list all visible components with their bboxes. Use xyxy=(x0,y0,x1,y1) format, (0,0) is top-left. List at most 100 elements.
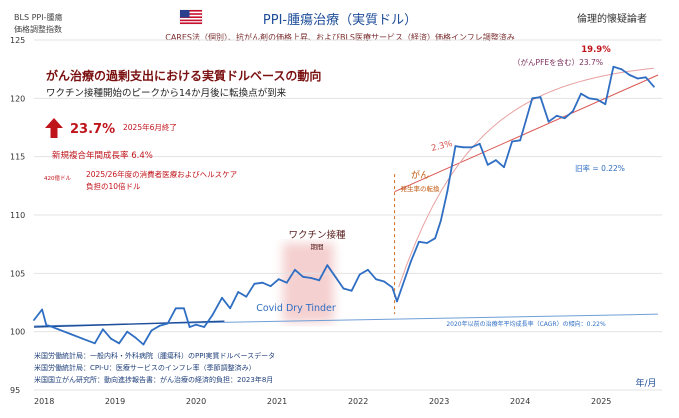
big-percent-note: 2025年6月終了 xyxy=(123,122,177,132)
data-point xyxy=(628,74,631,76)
panel-headline: がん治療の過剰支出における実質ドルベースの動向 xyxy=(46,68,321,83)
data-point xyxy=(45,323,48,326)
data-point xyxy=(142,343,145,346)
old-rate-label: 旧率 = 0.22% xyxy=(575,163,625,173)
data-point xyxy=(519,139,522,142)
source-line-2: 価格調整指数 xyxy=(14,24,62,34)
data-point xyxy=(531,97,534,100)
vaccine-period-band xyxy=(282,243,334,323)
data-point xyxy=(110,337,112,340)
data-point xyxy=(81,337,84,340)
data-point xyxy=(302,275,304,278)
data-point xyxy=(391,286,394,289)
data-point xyxy=(253,282,256,285)
cagr-baseline-label: 2020年以前の治療年平均成長率（CAGR）の傾向：0.22% xyxy=(446,320,606,328)
bill-line-2: 負担の10倍ドル xyxy=(86,181,141,191)
data-point xyxy=(126,330,129,333)
data-point xyxy=(158,324,161,327)
data-point xyxy=(620,68,623,71)
data-point xyxy=(572,110,574,113)
data-point xyxy=(69,333,72,335)
surge-curve xyxy=(398,67,654,288)
growth-trend-line xyxy=(394,74,659,193)
x-tick-label: 2020 xyxy=(186,397,206,406)
data-point xyxy=(166,322,169,325)
data-point xyxy=(525,119,527,122)
data-point xyxy=(367,268,369,271)
data-point xyxy=(401,284,404,286)
x-tick-label: 2022 xyxy=(348,397,368,406)
chart-subtitle: CARES法（個別）、抗がん剤の価格上昇、およびBLS医療サービス（経済）価格イ… xyxy=(165,32,515,42)
chart-title: PPI-腫瘍治療（実質ドル） xyxy=(263,12,417,28)
xaxis-unit-label: 年/月 xyxy=(635,377,656,389)
big-percent: 23.7% xyxy=(70,122,115,137)
data-point xyxy=(503,166,505,169)
trend-pct-label: 2.3% xyxy=(430,139,453,154)
data-point xyxy=(237,291,240,293)
data-point xyxy=(653,85,655,88)
y-tick-label: 95 xyxy=(10,386,20,395)
data-point xyxy=(174,307,177,310)
pfe-label: （がんPFEを含む）23.7% xyxy=(513,57,603,67)
data-point xyxy=(334,275,337,278)
pre-2020-fit-line xyxy=(33,320,225,328)
data-point xyxy=(596,98,599,101)
x-tick-label: 2024 xyxy=(510,397,530,406)
source-1: 米国労働統計局：一般内科・外科病院（腫瘍科）のPPI実質ドルベースデータ xyxy=(34,351,275,360)
data-point xyxy=(221,296,223,299)
data-point xyxy=(470,146,473,149)
data-point xyxy=(294,268,296,271)
data-point xyxy=(486,163,489,166)
x-tick-label: 2021 xyxy=(267,397,287,406)
data-point xyxy=(310,277,312,279)
data-point xyxy=(383,280,385,283)
data-point xyxy=(604,103,607,106)
data-point xyxy=(118,342,120,345)
cagr-line: 新規複合年間成長率 6.4% xyxy=(52,150,153,161)
data-point xyxy=(644,76,647,79)
data-point xyxy=(511,140,513,143)
cancer-label: がん xyxy=(411,169,429,181)
data-point xyxy=(539,96,542,99)
data-point xyxy=(636,77,639,80)
data-point xyxy=(150,329,153,332)
data-point xyxy=(350,289,353,292)
data-point xyxy=(211,314,214,317)
data-point xyxy=(57,328,60,331)
y-tick-label: 100 xyxy=(10,328,25,337)
author-label: 倫理的懐疑論者 xyxy=(577,12,647,25)
y-tick-label: 120 xyxy=(10,94,25,103)
data-point xyxy=(462,146,465,149)
data-point xyxy=(358,273,361,276)
data-point xyxy=(269,285,272,288)
data-point xyxy=(277,278,280,281)
covid-label: Covid Dry Tinder xyxy=(256,303,336,314)
data-point xyxy=(555,114,558,117)
small-note: 420億ドル xyxy=(44,174,71,182)
data-point xyxy=(183,307,185,310)
us-flag-icon xyxy=(179,9,203,25)
data-point xyxy=(245,295,248,298)
data-point xyxy=(261,281,264,284)
data-point xyxy=(203,326,206,328)
data-point xyxy=(612,65,615,68)
data-point xyxy=(454,145,457,148)
y-tick-label: 115 xyxy=(10,153,25,162)
data-point xyxy=(547,120,550,123)
data-point xyxy=(285,281,288,284)
data-point xyxy=(446,190,449,193)
data-point xyxy=(195,323,198,326)
data-point xyxy=(134,336,137,339)
y-tick-label: 105 xyxy=(10,269,25,278)
data-point xyxy=(188,326,191,328)
bill-line-1: 2025/26年度の消費者医療およびヘルスケア xyxy=(86,169,237,179)
x-tick-label: 2019 xyxy=(105,397,125,406)
data-point xyxy=(396,300,398,303)
data-point xyxy=(439,219,442,222)
data-point xyxy=(580,92,582,95)
vaccine-label: ワクチン接種 xyxy=(288,229,346,241)
data-point xyxy=(478,142,481,145)
y-tick-label: 110 xyxy=(10,211,25,220)
